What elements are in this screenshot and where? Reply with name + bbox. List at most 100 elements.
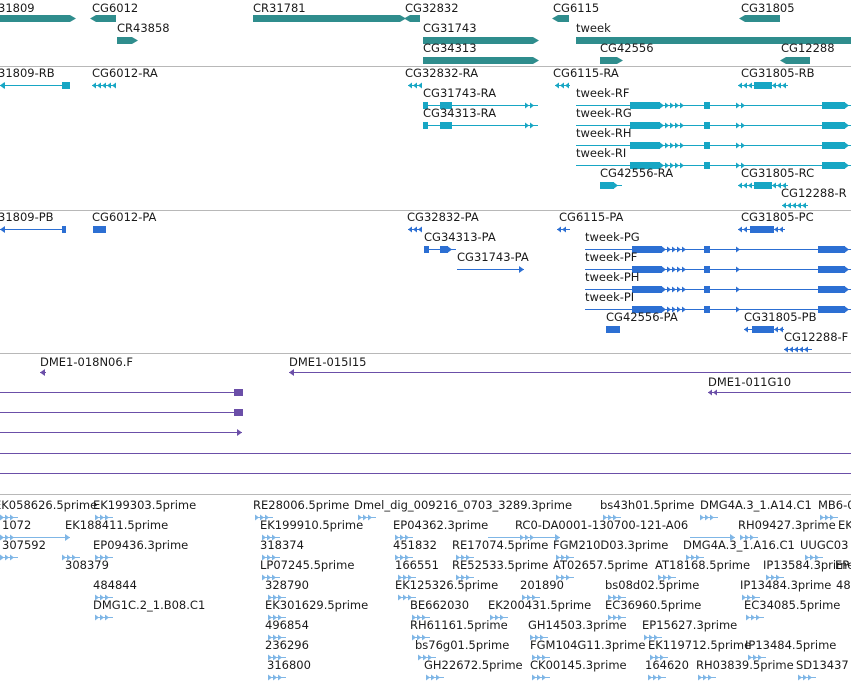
gene-feature[interactable]: [0, 12, 851, 24]
transcript-feature[interactable]: [0, 119, 851, 131]
protein-feature[interactable]: [0, 223, 851, 235]
est-feature[interactable]: [0, 671, 851, 682]
clone-feature[interactable]: [0, 386, 851, 398]
clone-feature[interactable]: [0, 366, 851, 378]
est-feature[interactable]: [0, 671, 851, 682]
est-feature[interactable]: [0, 551, 851, 563]
gene-feature[interactable]: [0, 54, 851, 66]
gene-feature[interactable]: [0, 12, 851, 24]
est-feature[interactable]: [0, 591, 851, 603]
est-feature[interactable]: [0, 611, 851, 623]
clone-feature[interactable]: [0, 366, 851, 378]
protein-feature[interactable]: [0, 243, 851, 255]
gene-feature[interactable]: [0, 54, 851, 66]
est-feature[interactable]: [0, 571, 851, 583]
clone-feature[interactable]: [0, 386, 851, 398]
est-feature[interactable]: [0, 651, 851, 663]
est-feature[interactable]: [0, 531, 851, 543]
est-feature[interactable]: [0, 631, 851, 643]
est-feature[interactable]: [0, 551, 851, 563]
protein-feature[interactable]: [0, 223, 851, 235]
est-feature[interactable]: [0, 531, 851, 543]
est-feature[interactable]: [0, 571, 851, 583]
gene-feature[interactable]: [0, 34, 851, 46]
est-feature[interactable]: [0, 511, 851, 523]
est-feature[interactable]: [0, 631, 851, 643]
est-feature[interactable]: [0, 551, 851, 563]
transcript-feature[interactable]: [0, 199, 851, 210]
gene-feature[interactable]: [0, 12, 851, 24]
est-feature[interactable]: [0, 611, 851, 623]
est-feature[interactable]: [0, 611, 851, 623]
transcript-feature[interactable]: [0, 159, 851, 171]
est-feature[interactable]: [0, 531, 851, 543]
est-feature[interactable]: [0, 651, 851, 663]
protein-feature[interactable]: [0, 303, 851, 315]
est-feature[interactable]: [0, 511, 851, 523]
est-feature[interactable]: [0, 511, 851, 523]
transcript-feature[interactable]: [0, 179, 851, 191]
est-feature[interactable]: [0, 571, 851, 583]
gene-feature[interactable]: [0, 12, 851, 24]
est-feature[interactable]: [0, 571, 851, 583]
est-feature[interactable]: [0, 511, 851, 523]
est-feature[interactable]: [0, 551, 851, 563]
transcript-feature[interactable]: [0, 79, 851, 91]
est-feature[interactable]: [0, 631, 851, 643]
protein-feature[interactable]: [0, 283, 851, 295]
est-feature[interactable]: [0, 611, 851, 623]
est-feature[interactable]: [0, 551, 851, 563]
est-feature[interactable]: [0, 671, 851, 682]
est-feature[interactable]: [0, 511, 851, 523]
clone-feature[interactable]: [0, 426, 851, 438]
transcript-feature[interactable]: [0, 79, 851, 91]
gene-feature[interactable]: [0, 12, 851, 24]
est-feature[interactable]: [0, 551, 851, 563]
est-feature[interactable]: [0, 571, 851, 583]
gene-feature[interactable]: [0, 12, 851, 24]
protein-feature[interactable]: [0, 343, 851, 353]
est-feature[interactable]: [0, 611, 851, 623]
est-feature[interactable]: [0, 531, 851, 543]
protein-feature[interactable]: [0, 323, 851, 335]
est-feature[interactable]: [0, 611, 851, 623]
est-feature[interactable]: [0, 551, 851, 563]
protein-feature[interactable]: [0, 263, 851, 275]
est-feature[interactable]: [0, 591, 851, 603]
transcript-feature[interactable]: [0, 139, 851, 151]
protein-feature[interactable]: [0, 223, 851, 235]
protein-feature[interactable]: [0, 263, 851, 275]
transcript-feature[interactable]: [0, 79, 851, 91]
clone-feature[interactable]: [0, 447, 851, 459]
transcript-feature[interactable]: [0, 79, 851, 91]
clone-feature[interactable]: [0, 406, 851, 418]
est-feature[interactable]: [0, 591, 851, 603]
est-feature[interactable]: [0, 671, 851, 682]
gene-feature[interactable]: [0, 34, 851, 46]
est-feature[interactable]: [0, 631, 851, 643]
est-feature[interactable]: [0, 651, 851, 663]
transcript-feature[interactable]: [0, 79, 851, 91]
transcript-feature[interactable]: [0, 179, 851, 191]
transcript-feature[interactable]: [0, 99, 851, 111]
protein-feature[interactable]: [0, 223, 851, 235]
gene-feature[interactable]: [0, 34, 851, 46]
est-feature[interactable]: [0, 511, 851, 523]
est-feature[interactable]: [0, 591, 851, 603]
est-feature[interactable]: [0, 591, 851, 603]
est-feature[interactable]: [0, 671, 851, 682]
protein-feature[interactable]: [0, 243, 851, 255]
transcript-feature[interactable]: [0, 119, 851, 131]
est-feature[interactable]: [0, 531, 851, 543]
est-feature[interactable]: [0, 651, 851, 663]
gene-feature[interactable]: [0, 54, 851, 66]
clone-feature[interactable]: [0, 467, 851, 479]
est-feature[interactable]: [0, 531, 851, 543]
est-feature[interactable]: [0, 571, 851, 583]
est-feature[interactable]: [0, 511, 851, 523]
transcript-feature[interactable]: [0, 99, 851, 111]
est-feature[interactable]: [0, 551, 851, 563]
protein-feature[interactable]: [0, 323, 851, 335]
est-feature[interactable]: [0, 651, 851, 663]
est-feature[interactable]: [0, 551, 851, 563]
